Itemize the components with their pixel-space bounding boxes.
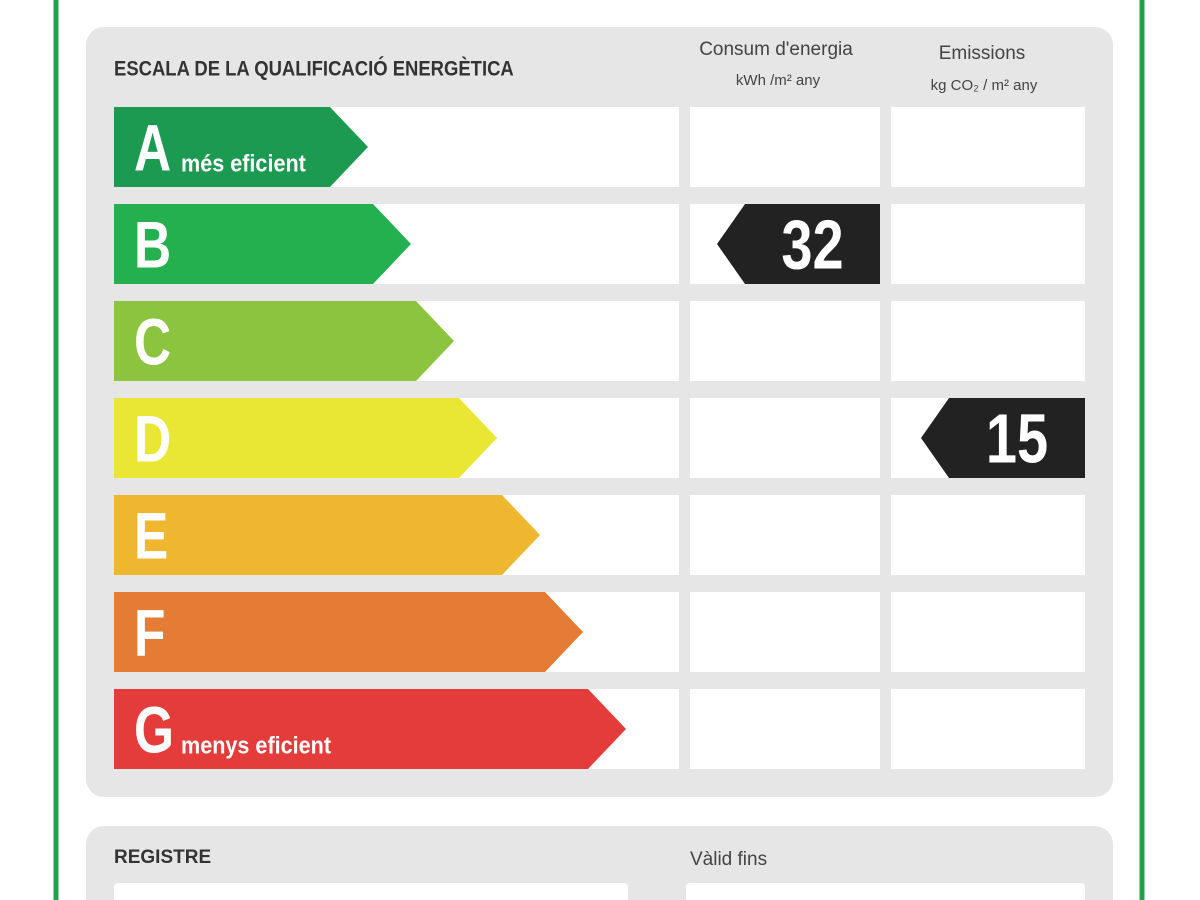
register-field: [114, 883, 628, 900]
class-letter: F: [134, 595, 165, 670]
consumption-cell: [690, 592, 880, 672]
class-arrow: [114, 398, 497, 478]
consumption-cell: [690, 301, 880, 381]
rating-value: 15: [986, 401, 1048, 478]
class-arrow: [114, 107, 368, 187]
class-note: menys eficient: [181, 731, 331, 758]
class-letter: B: [134, 207, 171, 282]
class-arrow: [114, 592, 583, 672]
footer-panel: [86, 826, 1113, 900]
emissions-cell: [891, 204, 1085, 284]
rating-badge: [921, 398, 1085, 478]
emissions-cell: [891, 592, 1085, 672]
consumption-cell: [690, 107, 880, 187]
class-arrow: [114, 301, 454, 381]
emissions-cell: [891, 107, 1085, 187]
consumption-cell: [690, 689, 880, 769]
emissions-label: Emissions: [939, 43, 1026, 64]
class-letter: G: [134, 692, 174, 767]
emissions-cell: [891, 495, 1085, 575]
emissions-cell: [891, 301, 1085, 381]
rating-value: 32: [781, 207, 843, 284]
consumption-label: Consum d'energia: [699, 39, 853, 60]
class-arrow: [114, 495, 540, 575]
emissions-unit: kg CO₂ / m² any: [931, 77, 1038, 94]
valid-field: [686, 883, 1085, 900]
consumption-unit: kWh /m² any: [736, 72, 821, 89]
class-letter: C: [134, 304, 171, 379]
register-label: REGISTRE: [114, 847, 211, 868]
class-letter: D: [134, 401, 171, 476]
consumption-cell: [690, 495, 880, 575]
valid-label: Vàlid fins: [690, 849, 767, 870]
border: [53, 0, 1145, 900]
rating-badge: [717, 204, 880, 284]
class-arrow: [114, 689, 626, 769]
class-arrow: [114, 204, 411, 284]
title: ESCALA DE LA QUALIFICACIÓ ENERGÈTICA: [114, 55, 514, 80]
class-note: més eficient: [181, 149, 306, 176]
emissions-cell: [891, 689, 1085, 769]
consumption-cell: [690, 398, 880, 478]
class-letter: E: [134, 498, 168, 573]
class-letter: A: [134, 110, 171, 185]
